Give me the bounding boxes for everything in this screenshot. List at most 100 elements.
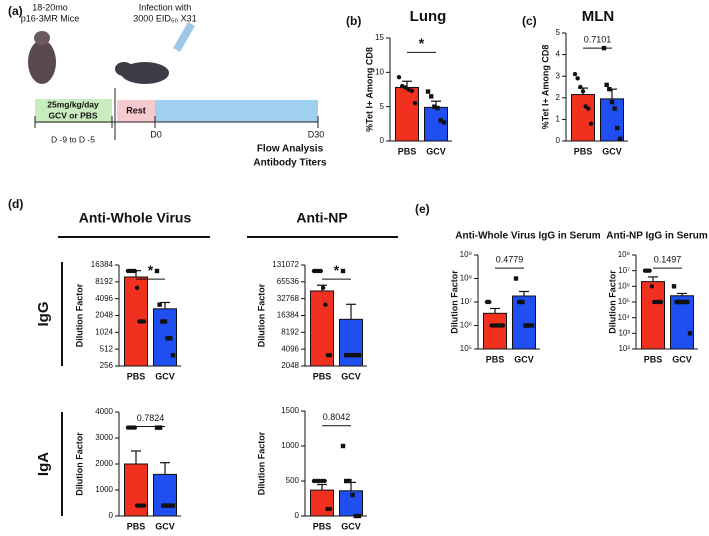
y-tick-label: 10⁷ <box>618 266 630 275</box>
bar <box>310 489 334 517</box>
data-point <box>167 503 172 508</box>
data-point <box>141 503 147 508</box>
data-point <box>609 99 615 105</box>
mouse-head <box>34 31 50 45</box>
diagram-text: D -9 to D -5 <box>51 134 95 144</box>
data-point <box>435 105 440 111</box>
y-tick-label: 1 <box>556 115 561 124</box>
data-point <box>520 299 525 305</box>
bar <box>600 98 624 142</box>
data-point <box>350 352 355 358</box>
mouse-icon <box>28 40 56 84</box>
x-tick-label: GCV <box>514 354 534 364</box>
x-tick-label: GCV <box>672 354 692 364</box>
syringe <box>173 22 195 52</box>
y-tick-label: 4000 <box>95 407 113 416</box>
data-point <box>432 104 437 109</box>
y-tick-label: 1000 <box>281 441 299 450</box>
data-point <box>586 106 591 111</box>
data-point <box>157 302 162 307</box>
diagram-text: 25mg/kg/day <box>47 99 99 109</box>
y-tick-label: 1024 <box>95 327 113 336</box>
x-tick-label: PBS <box>574 146 593 156</box>
diagram-text: GCV or PBS <box>48 110 97 120</box>
data-point <box>318 268 324 274</box>
chart-title: Anti-NP IgG in Serum <box>606 231 708 242</box>
data-point <box>158 425 163 430</box>
y-tick-label: 10⁶ <box>460 321 472 330</box>
y-tick-label: 10⁵ <box>618 297 630 306</box>
data-point <box>403 85 408 90</box>
y-tick-label: 10⁵ <box>460 344 472 353</box>
data-point <box>517 299 522 305</box>
y-axis-label: %Tet I+ Among CD8 <box>364 47 374 132</box>
bar <box>571 94 595 142</box>
y-tick-label: 10⁸ <box>460 274 472 283</box>
y-tick-label: 0 <box>556 136 561 145</box>
data-point <box>674 299 679 305</box>
x-tick-label: GCV <box>341 371 361 381</box>
diagram-text: p16-3MR Mice <box>21 13 80 23</box>
data-point <box>572 71 578 77</box>
data-point <box>578 84 583 90</box>
y-tick-label: 0 <box>380 136 385 145</box>
data-point <box>396 74 402 80</box>
bar <box>124 463 148 517</box>
data-point <box>685 299 690 305</box>
x-tick-label: PBS <box>398 146 417 156</box>
y-tick-label: 3 <box>556 71 561 80</box>
significance-label: 0.7824 <box>137 413 165 423</box>
significance-label: * <box>148 262 154 278</box>
bar <box>153 308 177 367</box>
y-axis-label: Dilution Factor <box>256 283 266 347</box>
data-point <box>161 503 166 508</box>
diagram-text: Flow Analysis <box>257 144 324 155</box>
data-point <box>347 352 352 358</box>
y-tick-label: 10 <box>375 67 384 76</box>
column-header: Anti-Whole Virus <box>79 210 192 226</box>
y-tick-label: 10⁸ <box>618 250 630 259</box>
x-tick-label: GCV <box>426 146 446 156</box>
y-tick-label: 5 <box>380 102 385 111</box>
diagram-text: 18-20mo <box>32 2 68 12</box>
y-tick-label: 1000 <box>95 485 113 494</box>
y-tick-label: 8192 <box>281 327 299 336</box>
y-tick-label: 15 <box>375 33 384 42</box>
y-axis-label: Dilution Factor <box>74 432 84 496</box>
y-tick-label: 3000 <box>95 433 113 442</box>
data-point <box>347 478 352 484</box>
y-tick-label: 4096 <box>95 294 113 303</box>
y-tick-label: 8192 <box>95 277 113 286</box>
significance-label: 0.4779 <box>496 255 524 265</box>
data-point <box>612 106 617 111</box>
data-point <box>649 284 655 289</box>
bar <box>641 281 665 350</box>
significance-label: * <box>419 35 425 51</box>
y-axis-label: Dilution Factor <box>607 270 617 334</box>
data-point <box>162 319 168 324</box>
data-point <box>356 513 362 519</box>
data-point <box>523 323 528 328</box>
data-point <box>170 352 176 358</box>
panel-label: (d) <box>8 197 23 211</box>
x-tick-label: PBS <box>644 354 663 364</box>
data-point <box>677 299 682 305</box>
y-tick-label: 2 <box>556 93 561 102</box>
data-point <box>500 323 506 328</box>
x-tick-label: PBS <box>127 521 146 531</box>
data-point <box>429 94 434 99</box>
y-tick-label: 4096 <box>281 344 299 353</box>
significance-label: 0.8042 <box>323 412 351 422</box>
data-point <box>580 89 586 94</box>
data-point <box>350 492 355 498</box>
x-tick-label: PBS <box>313 371 332 381</box>
data-point <box>323 302 328 307</box>
y-axis-label: Dilution Factor <box>74 283 84 347</box>
y-tick-label: 131072 <box>272 260 299 269</box>
y-tick-label: 0 <box>295 511 300 520</box>
treatment-box <box>35 99 112 123</box>
data-point <box>526 323 531 328</box>
data-point <box>141 319 147 324</box>
diagram-text: 3000 EID₅₀ X31 <box>133 13 196 23</box>
